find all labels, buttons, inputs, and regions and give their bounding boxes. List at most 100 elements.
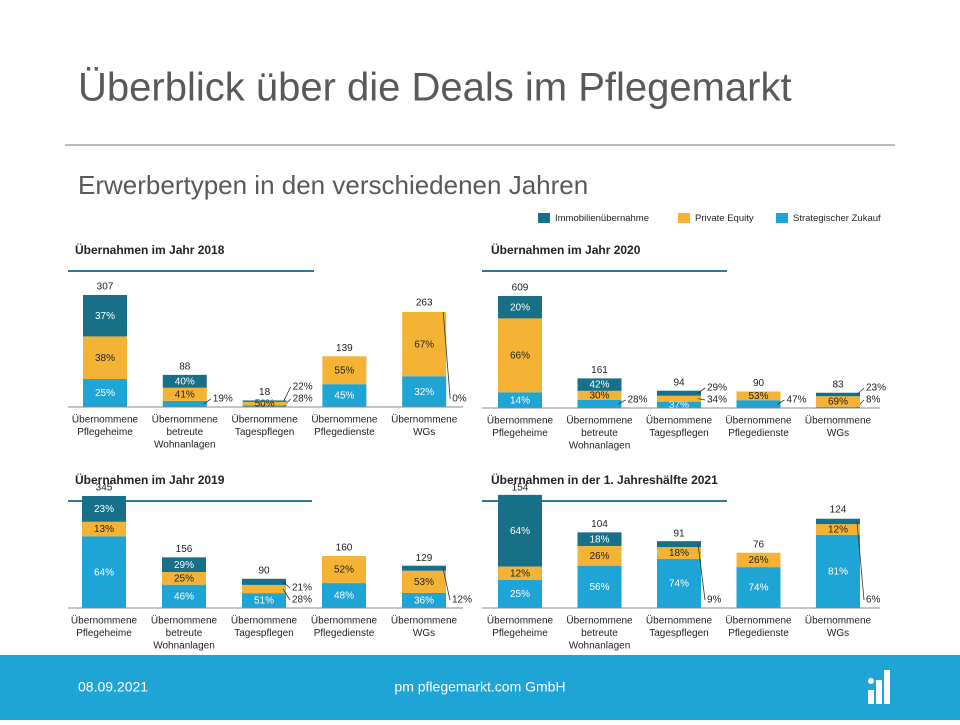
x-tick-label: Pflegeheime xyxy=(492,428,548,439)
leader-line xyxy=(283,386,291,402)
segment-label: 14% xyxy=(510,395,530,406)
bar-segment xyxy=(242,405,287,407)
segment-label: 42% xyxy=(589,380,609,391)
leader-line xyxy=(442,311,451,400)
segment-label: 67% xyxy=(414,339,434,350)
segment-label: 12% xyxy=(828,525,848,536)
bar-total: 83 xyxy=(832,379,844,390)
x-tick-label: Pflegedienste xyxy=(728,428,789,439)
segment-label: 32% xyxy=(414,387,434,398)
bar-total: 76 xyxy=(753,539,765,550)
segment-label: 41% xyxy=(175,389,195,400)
leader-line xyxy=(282,581,291,589)
segment-label: 45% xyxy=(334,391,354,402)
segment-label-outside: 34% xyxy=(707,395,727,406)
bar-segment xyxy=(657,401,701,408)
legend-label: Immobilienübernahme xyxy=(555,213,649,224)
x-tick-label: Übernommene xyxy=(71,615,138,627)
bar-segment xyxy=(816,534,860,608)
segment-label: 12% xyxy=(510,568,530,579)
bar-total: 94 xyxy=(673,377,685,388)
bar-segment xyxy=(816,524,860,535)
legend-swatch xyxy=(678,213,690,223)
bar-segment xyxy=(242,584,286,594)
leader-line xyxy=(697,398,706,401)
x-tick-label: WGs xyxy=(413,628,435,639)
legend-swatch xyxy=(538,213,550,223)
bar-segment xyxy=(82,521,126,537)
bar-segment xyxy=(83,379,127,407)
x-tick-label: WGs xyxy=(827,428,849,439)
bar-total: 307 xyxy=(97,282,114,293)
bar-total: 156 xyxy=(176,544,193,555)
x-tick-label: Übernommene xyxy=(725,615,792,627)
bar-segment xyxy=(498,494,542,567)
bar-segment xyxy=(82,536,126,608)
x-tick-label: Tagespflegen xyxy=(649,428,709,439)
leader-line xyxy=(697,544,706,601)
segment-label-outside: 47% xyxy=(787,395,807,406)
bar-segment xyxy=(82,496,126,522)
segment-label: 64% xyxy=(94,567,114,578)
bar-segment xyxy=(816,518,860,525)
x-tick-label: Pflegeheime xyxy=(77,427,133,438)
footer-date: 08.09.2021 xyxy=(78,679,148,695)
segment-label-outside: 9% xyxy=(707,595,722,606)
chart-title: Übernahmen im Jahr 2020 xyxy=(491,242,641,257)
bar-segment xyxy=(242,578,286,585)
bar-segment xyxy=(322,583,366,608)
x-tick-label: Übernommene xyxy=(646,615,713,627)
bar-total: 160 xyxy=(336,543,353,554)
segment-label: 37% xyxy=(95,311,115,322)
legend-swatch xyxy=(776,213,788,223)
bar-segment xyxy=(162,400,207,407)
segment-label: 36% xyxy=(414,596,434,607)
x-tick-label: Wohnanlagen xyxy=(153,641,215,652)
bar-segment xyxy=(242,401,287,406)
segment-label: 51% xyxy=(254,596,274,607)
bar-segment xyxy=(402,312,447,377)
x-tick-label: Übernommene xyxy=(487,615,554,627)
x-tick-label: betreute xyxy=(581,628,618,639)
bar-segment xyxy=(498,318,542,393)
segment-label: 64% xyxy=(510,526,530,537)
leader-line xyxy=(697,387,706,394)
chart-title: Übernahmen im Jahr 2019 xyxy=(75,472,225,487)
x-tick-label: WGs xyxy=(827,628,849,639)
bar-segment xyxy=(736,391,781,401)
segment-label: 50% xyxy=(255,399,275,410)
bar-segment xyxy=(242,400,287,402)
segment-label: 25% xyxy=(95,388,115,399)
bar-total: 18 xyxy=(259,387,271,398)
segment-label-outside: 28% xyxy=(628,395,648,406)
segment-label: 25% xyxy=(510,589,530,600)
segment-label-outside: 8% xyxy=(866,395,881,406)
x-tick-label: Übernommene xyxy=(152,414,219,426)
x-tick-label: Übernommene xyxy=(805,415,872,427)
segment-label-outside: 21% xyxy=(292,583,312,594)
x-tick-label: Übernommene xyxy=(646,415,713,427)
x-tick-label: Übernommene xyxy=(231,615,298,627)
bar-segment xyxy=(657,541,701,548)
bar-segment xyxy=(83,336,127,379)
segment-label-outside: 19% xyxy=(213,394,233,405)
segment-label-outside: 23% xyxy=(866,383,886,394)
segment-label: 81% xyxy=(828,567,848,578)
bar-total: 104 xyxy=(591,519,608,530)
bar-segment xyxy=(498,392,542,408)
segment-label-outside: 22% xyxy=(293,382,313,393)
bar-segment xyxy=(498,296,542,319)
bar-total: 88 xyxy=(179,362,191,373)
bar-segment xyxy=(498,566,542,580)
x-tick-label: Übernommene xyxy=(487,415,554,427)
chart-title: Übernahmen im Jahr 2018 xyxy=(75,242,225,257)
segment-label-outside: 29% xyxy=(707,383,727,394)
bar-total: 263 xyxy=(416,298,433,309)
segment-label: 18% xyxy=(669,548,689,559)
leader-line xyxy=(777,399,785,405)
leader-line xyxy=(618,399,626,405)
bar-total: 129 xyxy=(416,553,433,564)
x-tick-label: Pflegedienste xyxy=(314,628,375,639)
bar-segment xyxy=(402,565,446,571)
leader-line xyxy=(856,387,865,395)
